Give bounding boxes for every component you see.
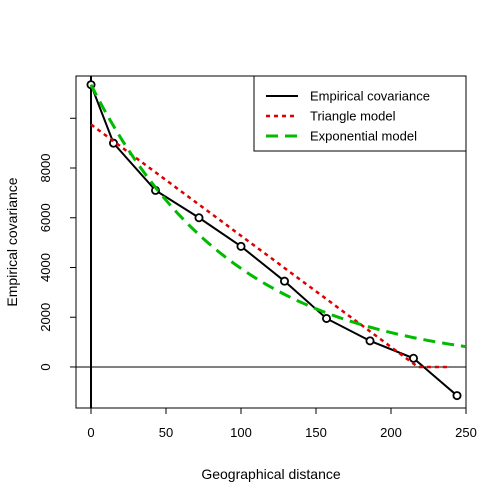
x-tick-label: 250 — [455, 425, 477, 440]
data-point — [194, 213, 204, 223]
x-tick-label: 150 — [305, 425, 327, 440]
series-line-empirical-covariance — [90, 84, 458, 397]
data-point — [236, 241, 246, 251]
legend-label: Triangle model — [310, 109, 396, 124]
x-axis-title: Geographical distance — [201, 466, 341, 482]
y-tick-label: 4000 — [38, 253, 53, 282]
legend-box — [253, 75, 467, 152]
legend-label: Exponential model — [310, 129, 417, 144]
x-axis: 0 50 100 150 200 250 — [87, 408, 477, 440]
legend-label: Empirical covariance — [310, 89, 430, 104]
legend: Empirical covariance Triangle model Expone… — [253, 75, 467, 152]
plot-area — [75, 75, 467, 409]
y-tick-label: 6000 — [38, 203, 53, 232]
data-point — [365, 336, 375, 346]
data-point — [321, 313, 331, 323]
y-axis-title: Empirical covariance — [4, 177, 20, 306]
series-line-exponential-model — [89, 84, 466, 349]
x-tick-label: 200 — [380, 425, 402, 440]
y-tick-label: 0 — [38, 363, 53, 370]
y-axis: 0 2000 4000 6000 8000 — [38, 117, 76, 371]
data-point — [279, 276, 289, 286]
y-tick-label: 2000 — [38, 303, 53, 332]
x-tick-label: 0 — [87, 425, 94, 440]
y-tick-label: 8000 — [38, 154, 53, 183]
series-line-triangle-model — [90, 123, 451, 369]
x-tick-label: 100 — [230, 425, 252, 440]
data-point — [452, 391, 462, 401]
data-point — [408, 353, 418, 363]
x-tick-label: 50 — [159, 425, 173, 440]
series-layer — [86, 80, 466, 401]
